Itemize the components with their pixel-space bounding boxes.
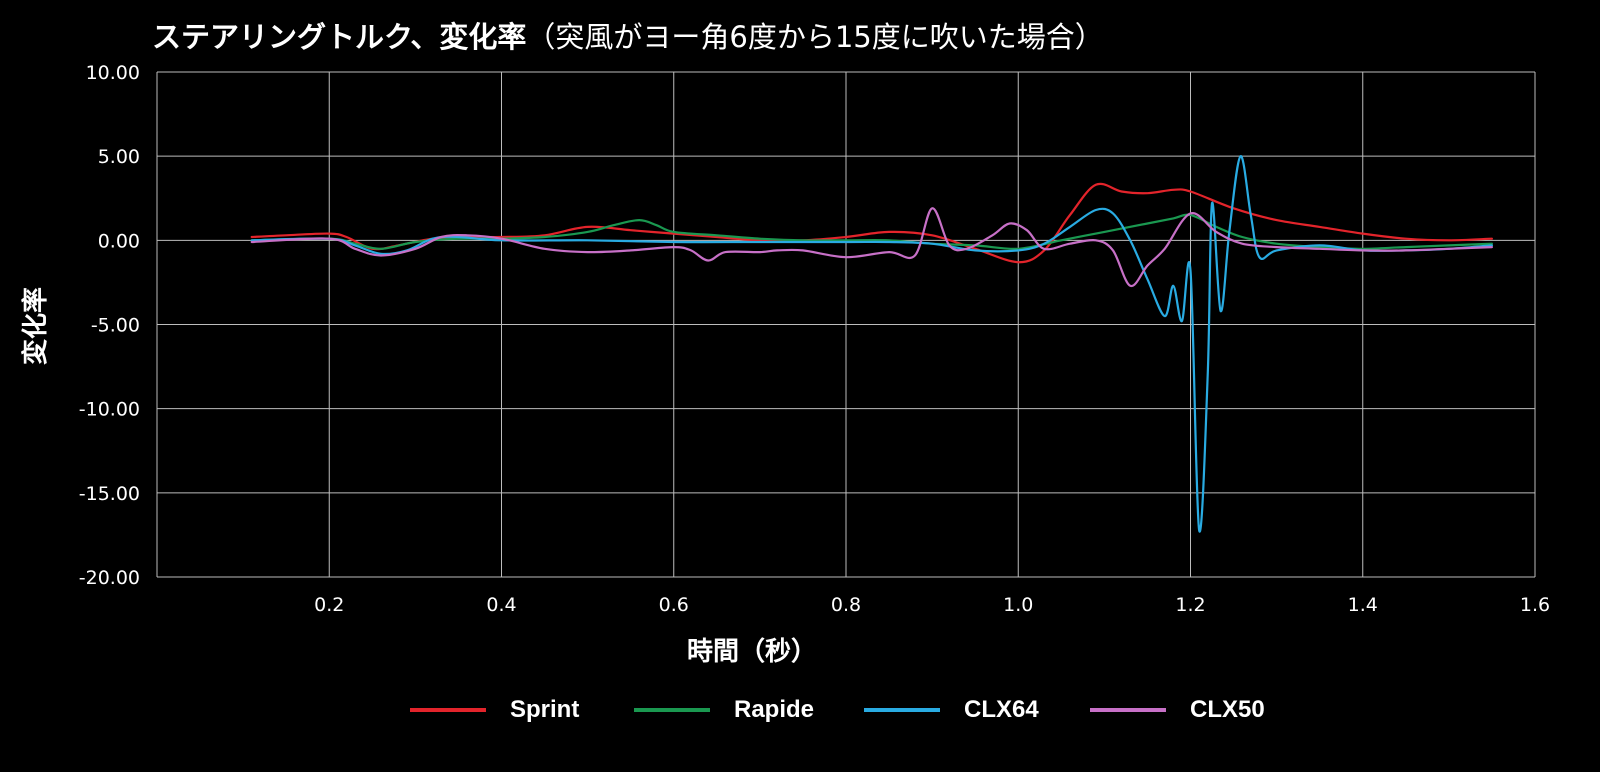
y-tick-label: -5.00 [91,315,140,337]
chart-legend: Sprint Rapide CLX64 CLX50 [0,690,1600,730]
legend-swatch-clx50 [1090,708,1166,712]
legend-label-rapide: Rapide [734,696,815,723]
series-line-sprint [250,182,1493,264]
x-tick-label: 0.4 [486,594,516,616]
series-line-clx50 [250,207,1493,288]
y-tick-label: 10.00 [86,62,140,84]
x-tick-label: 0.8 [831,594,861,616]
legend-item-rapide: Rapide [634,690,814,730]
grid-lines [156,71,1536,578]
x-tick-label: 0.6 [659,594,689,616]
legend-swatch-rapide [634,708,710,712]
y-tick-label: -15.00 [79,483,140,505]
x-tick-label: 1.4 [1348,594,1378,616]
x-axis-ticks: 0.2 0.4 0.6 0.8 1.0 1.2 1.4 1.6 [314,594,1550,616]
legend-label-clx50: CLX50 [1190,696,1265,723]
x-axis-label: 時間（秒） [687,637,817,667]
line-chart: 10.00 5.00 0.00 -5.00 -10.00 -15.00 -20.00 0.2… [20,62,1550,667]
chart-title-sub: （突風がヨー角6度から15度に吹いた場合） [526,20,1104,54]
y-tick-label: 5.00 [98,146,140,168]
y-tick-label: -10.00 [79,399,140,421]
x-tick-label: 1.0 [1003,594,1033,616]
x-tick-label: 1.2 [1175,594,1205,616]
series-lines [250,155,1493,533]
x-tick-label: 0.2 [314,594,344,616]
series-line-clx64 [250,155,1493,533]
legend-item-clx64: CLX64 [864,690,1039,730]
chart-title: ステアリングトルク、変化率（突風がヨー角6度から15度に吹いた場合） [152,14,1104,56]
legend-item-sprint: Sprint [410,690,579,730]
y-axis-label: 変化率 [20,287,51,365]
legend-swatch-clx64 [864,708,940,712]
y-tick-label: -20.00 [79,567,140,589]
series-line-rapide [250,213,1493,251]
legend-swatch-sprint [410,708,486,712]
legend-item-clx50: CLX50 [1090,690,1265,730]
x-tick-label: 1.6 [1520,594,1550,616]
legend-label-sprint: Sprint [510,696,580,723]
y-axis-ticks: 10.00 5.00 0.00 -5.00 -10.00 -15.00 -20.00 [79,62,140,589]
y-tick-label: 0.00 [98,230,140,252]
chart-title-main: ステアリングトルク、変化率 [152,20,527,54]
legend-label-clx64: CLX64 [964,696,1039,723]
